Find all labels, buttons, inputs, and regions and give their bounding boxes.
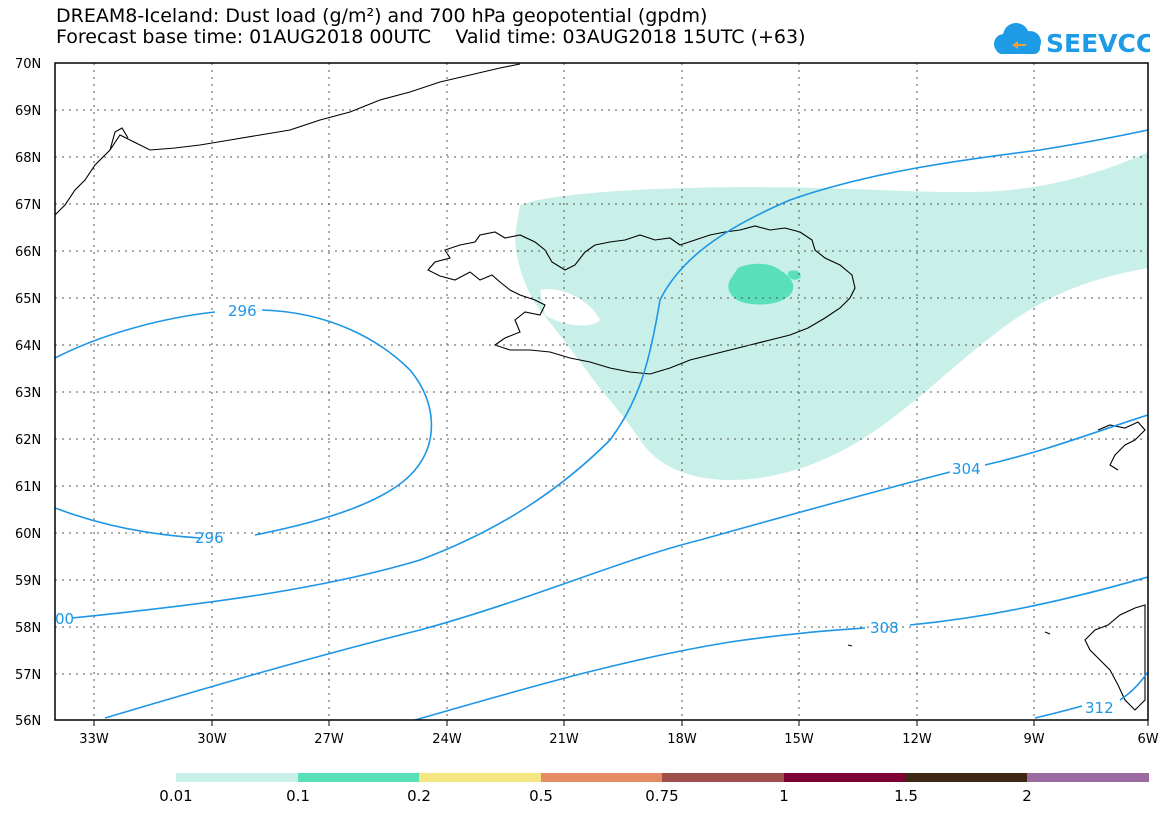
logo-text: SEEVCCC: [1046, 29, 1150, 58]
lon-label: 21W: [549, 732, 579, 747]
contour-label-308: 308: [870, 619, 899, 637]
lat-label: 57N: [15, 668, 41, 683]
lat-label: 65N: [15, 292, 41, 307]
lat-label: 68N: [15, 151, 41, 166]
colorbar-swatch: [541, 773, 662, 782]
lat-label: 58N: [15, 621, 41, 636]
contour-labels: 296 296 00 304 308 312: [55, 302, 1114, 717]
geopotential-contours: [54, 129, 1149, 721]
map-frame: [54, 62, 1149, 721]
colorbar-label: 0.2: [407, 787, 431, 805]
lat-label: 66N: [15, 245, 41, 260]
colorbar-label: 2: [1022, 787, 1032, 805]
lat-label: 69N: [15, 104, 41, 119]
dust-area-medium: [728, 263, 801, 305]
dust-area-light: [515, 152, 1148, 481]
colorbar-swatch: [784, 773, 906, 782]
contour-label-312: 312: [1085, 699, 1114, 717]
colorbar-swatch: [906, 773, 1027, 782]
lon-label: 27W: [314, 732, 344, 747]
lat-label: 59N: [15, 574, 41, 589]
lon-label: 18W: [667, 732, 697, 747]
map-subtitle: Forecast base time: 01AUG2018 00UTC Vali…: [56, 26, 806, 48]
seevccc-logo: SEEVCCC: [994, 23, 1150, 58]
colorbar-swatch: [176, 773, 298, 782]
colorbar-swatch: [1027, 773, 1149, 782]
contour-label-300: 00: [55, 610, 74, 628]
colorbar: 0.01 0.1 0.2 0.5 0.75 1 1.5 2: [159, 773, 1149, 805]
lat-label: 64N: [15, 339, 41, 354]
lat-label: 70N: [15, 57, 41, 72]
lon-label: 6W: [1137, 732, 1158, 747]
colorbar-label: 0.1: [286, 787, 310, 805]
lat-label: 56N: [15, 714, 41, 729]
colorbar-swatch: [298, 773, 419, 782]
colorbar-label: 0.75: [645, 787, 678, 805]
lat-label: 60N: [15, 527, 41, 542]
contour-label-296-bottom: 296: [195, 529, 224, 547]
lon-label: 12W: [902, 732, 932, 747]
gridlines: [55, 63, 1148, 720]
lat-label: 61N: [15, 480, 41, 495]
colorbar-swatch: [419, 773, 541, 782]
latitude-labels: 70N 69N 68N 67N 66N 65N 64N 63N 62N 61N …: [15, 57, 41, 729]
colorbar-label: 0.01: [159, 787, 192, 805]
dust-gap: [540, 289, 600, 326]
contour-label-296-top: 296: [228, 302, 257, 320]
longitude-labels: 33W 30W 27W 24W 21W 18W 15W 12W 9W 6W: [79, 732, 1158, 747]
lat-label: 63N: [15, 386, 41, 401]
lat-label: 67N: [15, 198, 41, 213]
cloud-icon: [994, 23, 1041, 54]
lon-label: 15W: [784, 732, 814, 747]
lon-label: 9W: [1023, 732, 1044, 747]
colorbar-label: 0.5: [529, 787, 553, 805]
lon-label: 24W: [432, 732, 462, 747]
lon-label: 30W: [197, 732, 227, 747]
coastlines: [54, 63, 1146, 711]
lat-label: 62N: [15, 433, 41, 448]
axis-ticks: [93, 720, 1149, 726]
colorbar-label: 1.5: [894, 787, 918, 805]
lon-label: 33W: [79, 732, 109, 747]
colorbar-label: 1: [779, 787, 789, 805]
colorbar-swatch: [662, 773, 784, 782]
map-title: DREAM8-Iceland: Dust load (g/m²) and 700…: [56, 5, 708, 27]
contour-label-304: 304: [952, 460, 981, 478]
